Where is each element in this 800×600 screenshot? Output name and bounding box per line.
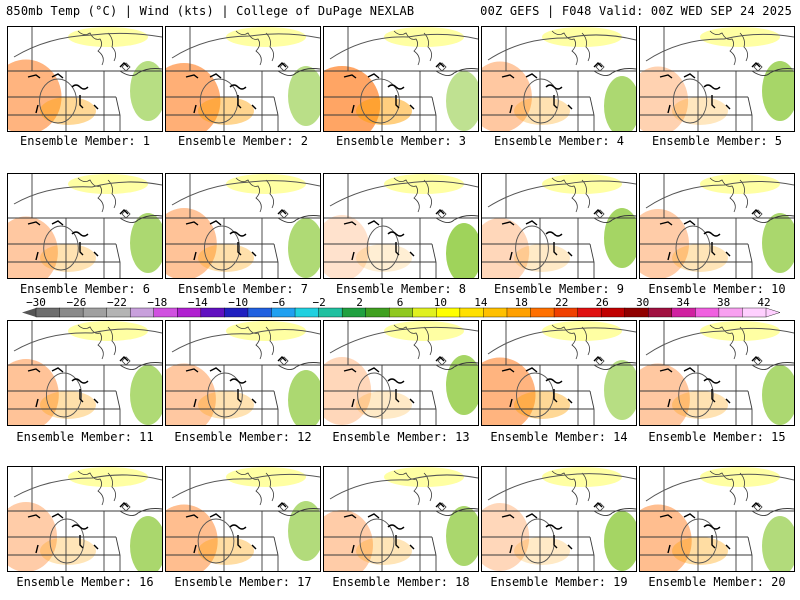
scale-swatch	[389, 307, 414, 318]
ensemble-member-label: Ensemble Member: 20	[648, 575, 786, 589]
scale-swatch	[483, 307, 508, 318]
scale-tick-label: 34	[676, 296, 690, 309]
scale-swatch	[318, 307, 343, 318]
ensemble-map-12	[165, 320, 321, 426]
scale-tick-label: 18	[515, 296, 528, 309]
ensemble-map-13	[323, 320, 479, 426]
model-valid-time: 00Z GEFS | F048 Valid: 00Z WED SEP 24 20…	[480, 4, 792, 18]
ensemble-member-label: Ensemble Member: 3	[335, 134, 467, 148]
scale-swatch	[459, 307, 484, 318]
ensemble-map-10	[639, 173, 795, 279]
scale-swatch	[506, 307, 532, 318]
ensemble-map-8	[323, 173, 479, 279]
map-title: 850mb Temp (°C) | Wind (kts) | College o…	[6, 4, 415, 18]
scale-swatch	[294, 307, 320, 318]
scale-swatch	[600, 307, 626, 318]
scale-tick-label: −2	[312, 296, 325, 309]
ensemble-member-label: Ensemble Member: 1	[19, 134, 151, 148]
scale-tick-label: 38	[717, 296, 730, 309]
ensemble-map-3	[323, 26, 479, 132]
ensemble-member-label: Ensemble Member: 17	[174, 575, 312, 589]
ensemble-map-1	[7, 26, 163, 132]
scale-swatch	[59, 307, 84, 318]
ensemble-map-9	[481, 173, 637, 279]
scale-swatch	[35, 307, 61, 318]
ensemble-member-label: Ensemble Member: 15	[648, 430, 786, 444]
ensemble-member-label: Ensemble Member: 8	[335, 282, 467, 296]
ensemble-member-label: Ensemble Member: 16	[16, 575, 154, 589]
scale-tick-label: 14	[474, 296, 488, 309]
scale-tick-label: 42	[757, 296, 770, 309]
ensemble-member-label: Ensemble Member: 18	[332, 575, 470, 589]
scale-tick-label: 30	[636, 296, 649, 309]
ensemble-map-5	[639, 26, 795, 132]
ensemble-map-17	[165, 466, 321, 572]
scale-swatch	[365, 307, 390, 318]
ensemble-member-label: Ensemble Member: 5	[651, 134, 783, 148]
scale-arrow-right	[765, 307, 781, 318]
scale-tick-label: 22	[555, 296, 568, 309]
ensemble-member-label: Ensemble Member: 6	[19, 282, 151, 296]
ensemble-map-15	[639, 320, 795, 426]
scale-tick-label: −22	[107, 296, 127, 309]
ensemble-member-label: Ensemble Member: 7	[177, 282, 309, 296]
scale-swatch	[436, 307, 461, 318]
scale-swatch	[177, 307, 202, 318]
ensemble-member-label: Ensemble Member: 14	[490, 430, 628, 444]
scale-tick-label: 6	[397, 296, 404, 309]
ensemble-map-16	[7, 466, 163, 572]
ensemble-member-label: Ensemble Member: 10	[648, 282, 786, 296]
scale-tick-label: −18	[147, 296, 167, 309]
ensemble-member-label: Ensemble Member: 2	[177, 134, 309, 148]
ensemble-map-6	[7, 173, 163, 279]
ensemble-map-7	[165, 173, 321, 279]
scale-swatch	[412, 307, 437, 318]
scale-tick-label: −26	[66, 296, 86, 309]
ensemble-map-11	[7, 320, 163, 426]
ensemble-member-label: Ensemble Member: 11	[16, 430, 154, 444]
ensemble-member-label: Ensemble Member: 13	[332, 430, 470, 444]
scale-swatch	[718, 307, 743, 318]
scale-swatch	[129, 307, 155, 318]
ensemble-member-label: Ensemble Member: 12	[174, 430, 312, 444]
scale-arrow-left	[22, 308, 36, 317]
scale-swatch	[82, 307, 108, 318]
scale-swatch	[224, 307, 249, 318]
scale-tick-label: 2	[356, 296, 363, 309]
scale-swatch	[695, 307, 720, 318]
scale-swatch	[247, 307, 272, 318]
scale-swatch	[341, 307, 367, 318]
scale-tick-label: −30	[26, 296, 46, 309]
scale-tick-label: 26	[596, 296, 609, 309]
scale-swatch	[553, 307, 579, 318]
ensemble-map-2	[165, 26, 321, 132]
ensemble-member-label: Ensemble Member: 19	[490, 575, 628, 589]
ensemble-map-20	[639, 466, 795, 572]
ensemble-member-label: Ensemble Member: 4	[493, 134, 625, 148]
scale-swatch	[648, 307, 673, 318]
scale-swatch	[106, 307, 131, 318]
scale-swatch	[624, 307, 649, 318]
scale-tick-label: −14	[188, 296, 208, 309]
scale-swatch	[577, 307, 602, 318]
scale-swatch	[271, 307, 296, 318]
ensemble-map-14	[481, 320, 637, 426]
temperature-color-scale: −30 −26 −22 −18 −14 −10 −6 −2 2 6 10 14 18 22 26 30 34 38…	[22, 296, 781, 318]
scale-swatch	[200, 307, 225, 318]
scale-tick-label: −10	[228, 296, 248, 309]
ensemble-map-18	[323, 466, 479, 572]
scale-swatch	[742, 307, 767, 318]
ensemble-map-4	[481, 26, 637, 132]
scale-tick-label: 10	[434, 296, 447, 309]
scale-swatch	[530, 307, 555, 318]
ensemble-map-19	[481, 466, 637, 572]
scale-tick-label: −6	[272, 296, 285, 309]
scale-swatch	[671, 307, 696, 318]
ensemble-member-label: Ensemble Member: 9	[493, 282, 625, 296]
scale-swatch	[153, 307, 178, 318]
